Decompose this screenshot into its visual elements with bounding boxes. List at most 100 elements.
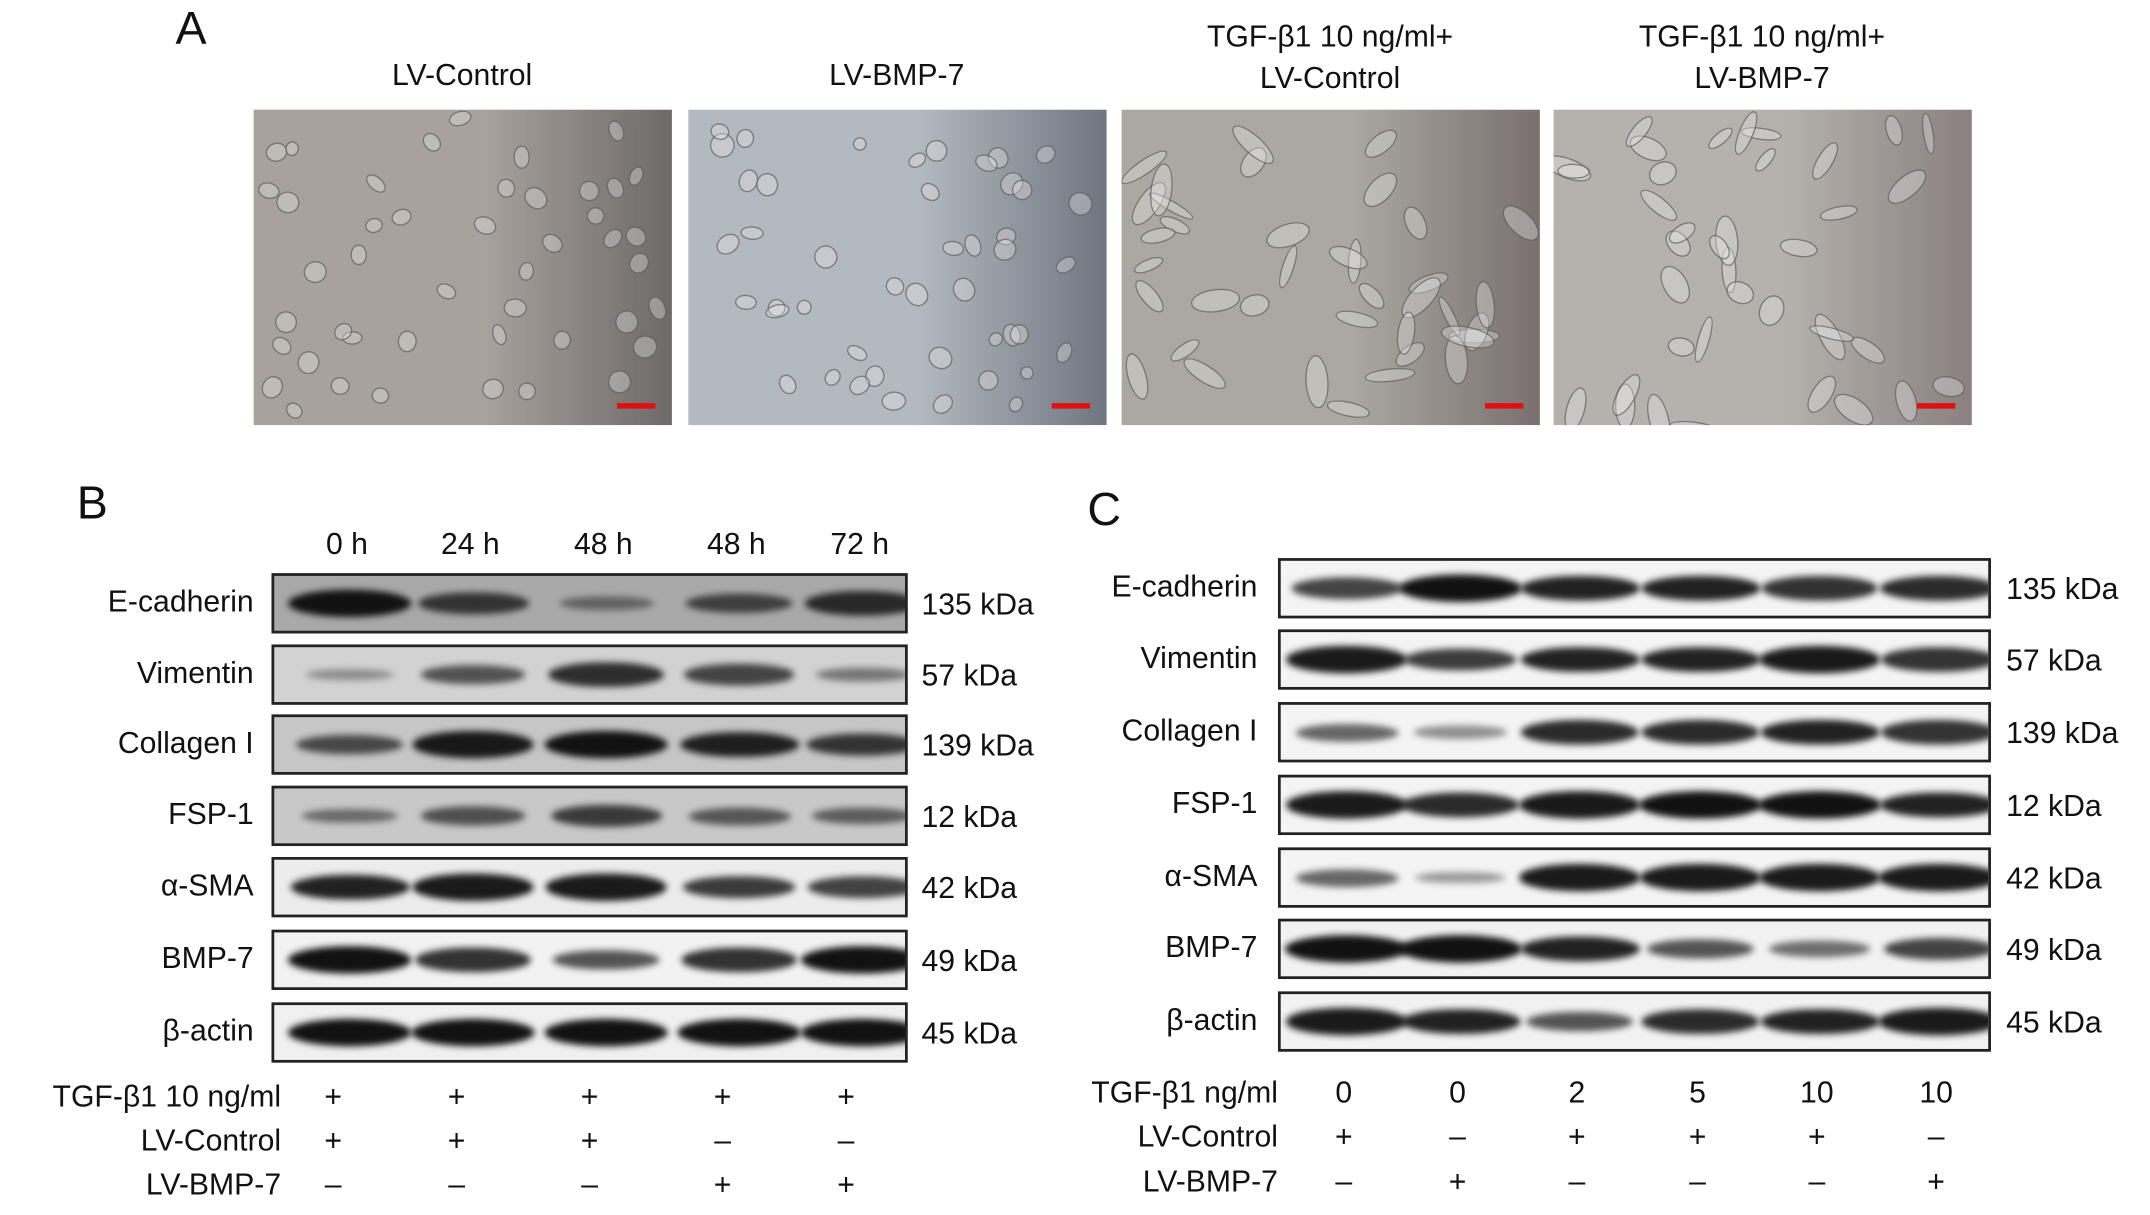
band <box>1526 1011 1634 1032</box>
band <box>681 948 797 972</box>
protein-label: E-cadherin <box>1111 569 1258 604</box>
band <box>550 805 662 827</box>
band <box>1880 575 1989 601</box>
protein-label: BMP-7 <box>1165 929 1258 964</box>
cell <box>626 164 648 189</box>
band <box>412 731 534 758</box>
cell <box>776 372 801 398</box>
cell <box>1880 114 1906 149</box>
cell <box>1064 186 1098 220</box>
cell <box>1665 335 1697 360</box>
protein-label: E-cadherin <box>107 584 254 619</box>
band <box>1641 719 1759 745</box>
condition-value: – <box>1689 1164 1706 1199</box>
panel-b-label: B <box>76 477 108 530</box>
cell <box>1237 291 1272 321</box>
band <box>1769 940 1870 958</box>
blot-strip <box>271 785 908 847</box>
protein-label: Vimentin <box>136 655 254 690</box>
band <box>685 593 793 614</box>
condition-value: + <box>324 1079 343 1114</box>
molecular-weight: 139 kDa <box>921 728 1034 763</box>
cell <box>1882 162 1932 209</box>
cell <box>368 385 390 406</box>
blot-strip <box>1277 774 1991 836</box>
protein-label: α-SMA <box>160 867 254 903</box>
cell <box>822 365 845 389</box>
cell <box>419 129 446 156</box>
cell <box>470 212 500 238</box>
cell <box>629 333 660 362</box>
cell <box>603 174 627 201</box>
band <box>1415 871 1506 884</box>
condition-value: – <box>1808 1164 1826 1199</box>
molecular-weight: 42 kDa <box>921 870 1018 905</box>
cell <box>924 137 949 163</box>
condition-value: + <box>1448 1164 1467 1199</box>
band <box>1285 1008 1408 1035</box>
band <box>1290 577 1403 600</box>
band <box>1758 646 1881 673</box>
condition-value: + <box>580 1079 599 1114</box>
molecular-weight: 12 kDa <box>921 799 1018 834</box>
band <box>417 592 529 615</box>
micrograph <box>688 109 1107 426</box>
band <box>1295 723 1398 742</box>
cell <box>514 145 531 170</box>
band <box>804 591 905 616</box>
band <box>287 1018 412 1047</box>
scale-bar <box>1916 403 1956 409</box>
condition-label: LV-BMP-7 <box>1142 1164 1278 1199</box>
cell <box>1179 352 1230 395</box>
band <box>1640 575 1760 601</box>
band <box>1518 864 1641 891</box>
condition-value: + <box>1808 1118 1826 1154</box>
condition-label: LV-BMP-7 <box>145 1166 282 1202</box>
band <box>1878 1008 1989 1035</box>
blot-strip <box>271 1002 908 1063</box>
cell <box>622 223 652 252</box>
cell <box>1668 418 1720 426</box>
micrograph <box>253 109 672 426</box>
protein-label: β-actin <box>162 1013 254 1048</box>
cell <box>1262 216 1313 253</box>
band <box>544 1018 668 1047</box>
band <box>287 946 412 974</box>
cell <box>517 381 536 401</box>
blot-strip <box>1277 918 1991 980</box>
image-title: LV-Control <box>391 57 533 92</box>
condition-value: + <box>837 1079 855 1114</box>
band <box>290 874 410 900</box>
cell <box>520 182 552 214</box>
scale-bar <box>1051 403 1091 409</box>
condition-value: – <box>1568 1164 1586 1199</box>
molecular-weight: 45 kDa <box>2006 1005 2102 1040</box>
cell <box>1398 202 1432 244</box>
condition-value: 10 <box>1919 1075 1953 1110</box>
cell <box>362 170 390 197</box>
cell <box>849 133 870 154</box>
cell <box>363 216 385 236</box>
cell <box>755 170 781 198</box>
cell <box>1691 315 1717 365</box>
band <box>684 664 794 685</box>
blot-strip <box>271 714 908 775</box>
molecular-weight: 135 kDa <box>921 586 1034 622</box>
blot-strip <box>271 857 908 918</box>
band <box>1640 646 1760 673</box>
condition-value: + <box>447 1079 466 1114</box>
cell <box>625 248 655 278</box>
condition-value: 10 <box>1800 1075 1834 1110</box>
blot-strip <box>1277 991 1991 1052</box>
cell <box>712 229 744 259</box>
band <box>800 1018 905 1047</box>
molecular-weight: 139 kDa <box>2006 715 2119 751</box>
band <box>1883 938 1989 960</box>
condition-value: – <box>837 1123 855 1158</box>
cell <box>389 206 414 229</box>
micrograph <box>1553 109 1972 426</box>
image-title: LV-Control <box>1259 60 1401 95</box>
condition-value: – <box>1335 1164 1353 1199</box>
condition-value: 5 <box>1689 1075 1706 1110</box>
band <box>679 731 799 758</box>
